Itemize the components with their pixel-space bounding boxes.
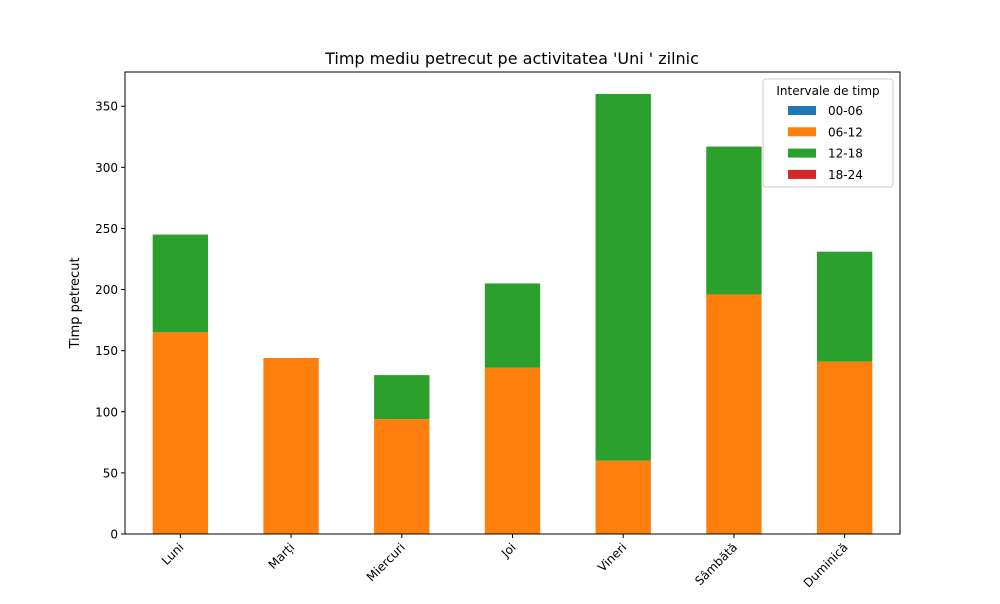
y-tick-label: 150 <box>95 344 118 358</box>
y-tick-label: 50 <box>103 466 118 480</box>
legend-label-00-06: 00-06 <box>828 104 863 118</box>
bar-12-18-Duminică <box>816 251 873 362</box>
legend: Intervale de timp 00-06 06-12 12-18 18-24 <box>762 78 894 188</box>
y-tick-label: 100 <box>95 405 118 419</box>
x-tick-label: Duminică <box>801 540 851 590</box>
legend-label-06-12: 06-12 <box>828 125 863 139</box>
bar-12-18-Luni <box>152 234 209 333</box>
x-tick-label: Marți <box>266 540 298 572</box>
y-tick-label: 350 <box>95 100 118 114</box>
y-tick-label: 200 <box>95 283 118 297</box>
legend-label-12-18: 12-18 <box>828 147 863 161</box>
bar-12-18-Sâmbătă <box>706 146 762 295</box>
bar-12-18-Joi <box>484 283 541 368</box>
legend-label-18-24: 18-24 <box>828 168 863 182</box>
bar-06-12-Marți <box>263 358 319 534</box>
bar-06-12-Vineri <box>595 460 651 534</box>
y-tick-label: 250 <box>95 222 118 236</box>
x-tick-label: Miercuri <box>364 540 408 584</box>
legend-title: Intervale de timp <box>776 84 879 98</box>
y-tick-label: 0 <box>110 528 118 542</box>
y-tick-label: 300 <box>95 161 118 175</box>
plot-area: 0 50 100 150 200 250 300 350 Luni Marți Miercuri Jo… <box>95 71 901 590</box>
bar-12-18-Vineri <box>595 94 651 461</box>
bar-12-18-Miercuri <box>374 375 430 420</box>
chart-title: Timp mediu petrecut pe activitatea 'Uni … <box>324 49 699 68</box>
bar-06-12-Joi <box>484 367 541 534</box>
bar-06-12-Miercuri <box>374 419 430 534</box>
x-tick-label: Joi <box>498 540 519 561</box>
x-tick-label: Vineri <box>595 540 629 574</box>
bar-06-12-Sâmbătă <box>706 294 762 534</box>
x-tick-label: Luni <box>159 540 187 568</box>
legend-swatch-06-12 <box>788 127 816 137</box>
bar-06-12-Luni <box>152 332 209 534</box>
bar-06-12-Duminică <box>816 361 873 534</box>
legend-swatch-12-18 <box>788 148 816 158</box>
legend-swatch-18-24 <box>788 169 816 179</box>
y-axis-label: Timp petrecut <box>68 257 83 349</box>
x-tick-label: Sâmbătă <box>692 540 740 588</box>
legend-swatch-00-06 <box>788 106 816 115</box>
